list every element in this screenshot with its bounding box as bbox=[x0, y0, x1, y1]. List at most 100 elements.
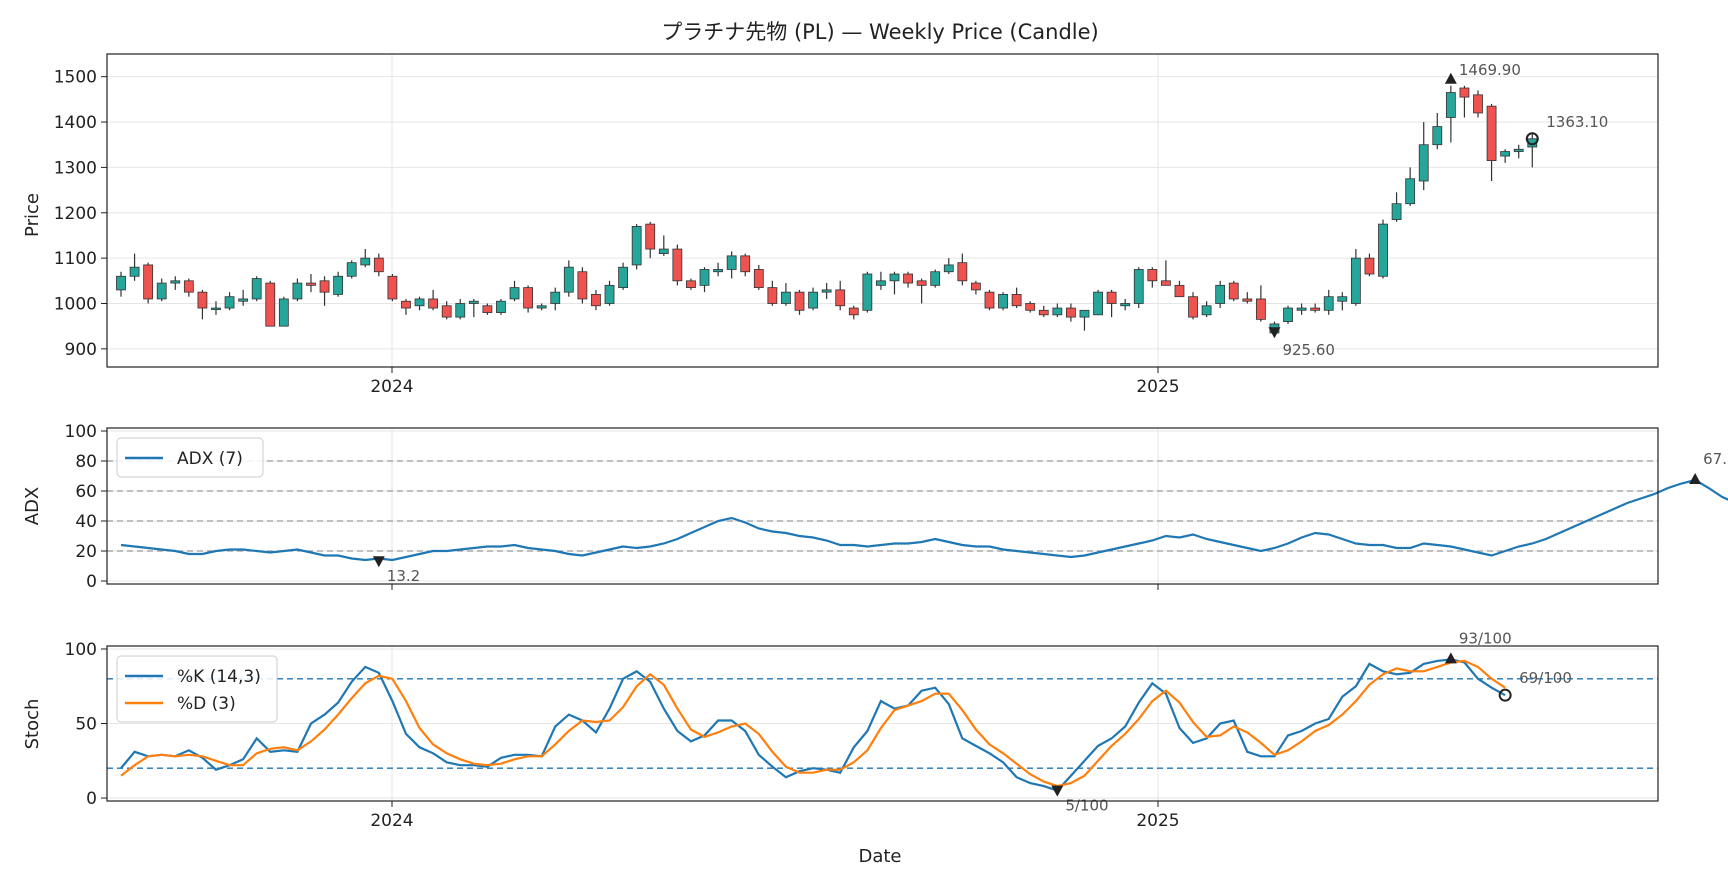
candle-body bbox=[1255, 298, 1266, 320]
candle-body bbox=[631, 225, 642, 266]
candle-body bbox=[238, 298, 249, 302]
candle-body bbox=[1445, 92, 1456, 118]
last-marker bbox=[1498, 688, 1512, 702]
candle-body bbox=[197, 291, 208, 309]
y-tick-label: 50 bbox=[75, 715, 97, 735]
candle-body bbox=[401, 300, 411, 309]
min-annotation: 5/100 bbox=[1065, 797, 1108, 815]
candle-body bbox=[699, 269, 710, 286]
candle-body bbox=[509, 287, 520, 300]
candle-body bbox=[821, 289, 832, 293]
candle-body bbox=[984, 291, 995, 309]
candle-body bbox=[903, 273, 913, 284]
candle-body bbox=[862, 273, 873, 311]
candle-body bbox=[170, 280, 181, 284]
candle-body bbox=[1079, 309, 1090, 318]
candle-body bbox=[930, 271, 941, 286]
y-tick-label: 1100 bbox=[54, 249, 97, 269]
x-tick-label: 2024 bbox=[370, 811, 413, 831]
candle-body bbox=[835, 289, 846, 307]
candle-body bbox=[672, 248, 683, 282]
legend-label: ADX (7) bbox=[177, 449, 243, 469]
candle-body bbox=[441, 305, 452, 318]
candle-body bbox=[265, 282, 276, 327]
candle-body bbox=[414, 298, 425, 307]
candle-body bbox=[482, 305, 493, 313]
candle-body bbox=[1011, 294, 1022, 307]
candle-body bbox=[1147, 269, 1158, 282]
candle-body bbox=[1364, 257, 1375, 275]
candle-body bbox=[577, 271, 588, 300]
candle-body bbox=[1486, 105, 1497, 162]
candle-body bbox=[116, 275, 126, 291]
y-tick-label: 40 bbox=[75, 512, 97, 532]
candle-body bbox=[1296, 307, 1307, 311]
max-annotation: 1469.90 bbox=[1459, 61, 1521, 79]
candle-body bbox=[292, 282, 303, 300]
candle-body bbox=[1120, 303, 1131, 307]
candle-body bbox=[211, 307, 221, 310]
candle-body bbox=[998, 294, 1008, 309]
series-line bbox=[120, 478, 1728, 562]
last-annotation: 69/100 bbox=[1519, 669, 1572, 687]
candle-body bbox=[1242, 298, 1253, 302]
candle-body bbox=[428, 298, 439, 309]
plot-frame bbox=[106, 427, 1659, 585]
y-axis-label: Stoch bbox=[22, 699, 43, 750]
min-marker bbox=[1268, 327, 1281, 339]
plot-frame bbox=[106, 53, 1659, 368]
candle-body bbox=[183, 280, 194, 293]
plot-frame bbox=[106, 645, 1659, 802]
y-tick-label: 100 bbox=[65, 422, 97, 442]
candle-body bbox=[156, 282, 167, 300]
candle-body bbox=[550, 291, 561, 304]
candle-body bbox=[1500, 151, 1511, 157]
series-line bbox=[120, 659, 1506, 788]
max-annotation: 93/100 bbox=[1459, 629, 1512, 647]
candle-body bbox=[1283, 307, 1293, 323]
y-axis-label: Price bbox=[22, 193, 43, 237]
candle-body bbox=[971, 282, 981, 291]
candle-body bbox=[686, 280, 696, 289]
candle-body bbox=[1337, 296, 1348, 302]
candle-body bbox=[563, 266, 574, 293]
candle-body bbox=[1188, 296, 1198, 318]
candle-body bbox=[1391, 203, 1402, 220]
x-axis-label: Date bbox=[858, 846, 901, 867]
candle-body bbox=[713, 269, 723, 273]
x-tick-label: 2024 bbox=[370, 377, 413, 397]
y-tick-label: 20 bbox=[75, 542, 97, 562]
candle-body bbox=[1093, 291, 1103, 316]
candle-body bbox=[1228, 282, 1239, 300]
candle-body bbox=[794, 291, 805, 311]
candle-body bbox=[1473, 94, 1483, 114]
candle-body bbox=[373, 257, 384, 273]
candle-body bbox=[808, 291, 818, 309]
candle-body bbox=[658, 248, 669, 254]
candle-body bbox=[536, 305, 547, 309]
candle-body bbox=[618, 266, 628, 289]
candle-body bbox=[319, 280, 330, 293]
candle-body bbox=[1106, 291, 1117, 304]
candle-body bbox=[876, 280, 886, 286]
legend-label: %K (14,3) bbox=[177, 667, 261, 687]
y-tick-label: 100 bbox=[65, 640, 97, 660]
candle-body bbox=[591, 294, 601, 307]
candle-body bbox=[224, 296, 235, 309]
candle-body bbox=[455, 303, 466, 318]
y-tick-label: 1400 bbox=[54, 113, 97, 133]
candle-body bbox=[1513, 148, 1524, 152]
legend-label: %D (3) bbox=[177, 694, 236, 714]
x-tick-label: 2025 bbox=[1136, 377, 1179, 397]
candle-body bbox=[1310, 307, 1321, 311]
legend-box bbox=[116, 437, 264, 478]
chart-title: プラチナ先物 (PL) — Weekly Price (Candle) bbox=[661, 20, 1098, 44]
candle-body bbox=[1133, 269, 1144, 304]
candle-body bbox=[1025, 303, 1036, 311]
y-tick-label: 1000 bbox=[54, 294, 97, 314]
candle-body bbox=[1459, 87, 1470, 98]
candle-body bbox=[333, 275, 344, 295]
candle-body bbox=[1378, 223, 1388, 277]
candle-body bbox=[767, 287, 778, 304]
